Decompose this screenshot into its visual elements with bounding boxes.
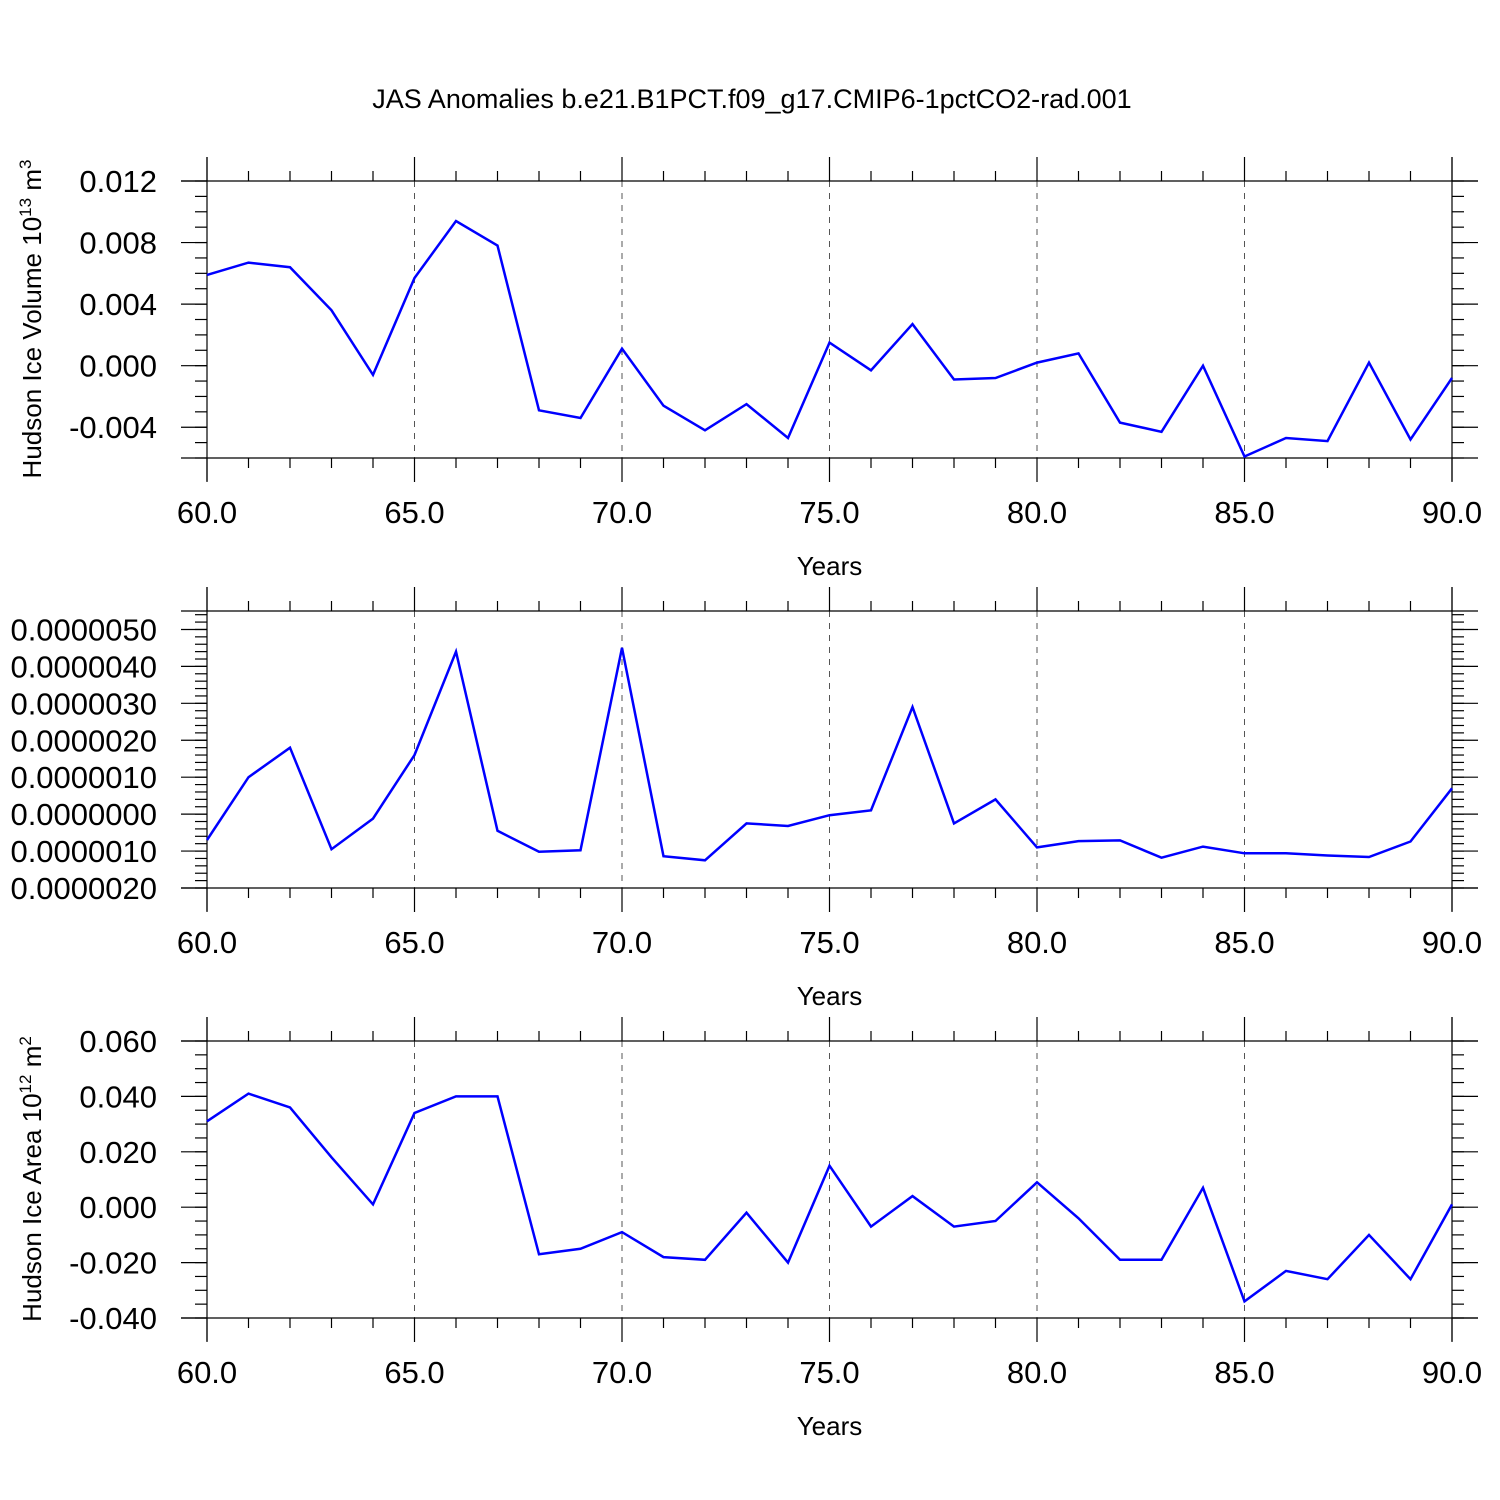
y-tick-label: -0.020 <box>69 1246 157 1281</box>
x-tick-label: 85.0 <box>1214 495 1274 530</box>
y-tick-label: 0.008 <box>79 226 157 261</box>
panel-1: 60.0 65.0 70.0 75.0 80.0 85.0 90.0 Years 0.012 0.… <box>16 157 1482 581</box>
panel-2: 60.0 65.0 70.0 75.0 80.0 85.0 90.0 Years 0.00000… <box>10 587 1482 1011</box>
y-tick-label: 0.0000030 <box>10 686 157 721</box>
y-tick-label: 0.012 <box>79 164 157 199</box>
y-tick-label: 0.004 <box>79 287 157 322</box>
x-tick-label: 65.0 <box>384 495 444 530</box>
y-tick-label: 0.040 <box>79 1079 157 1114</box>
x-tick-label: 60.0 <box>177 1355 237 1390</box>
y-tick-label: -0.040 <box>69 1301 157 1336</box>
x-tick-label: 80.0 <box>1007 495 1067 530</box>
x-tick-label: 90.0 <box>1422 925 1482 960</box>
x-tick-label: 70.0 <box>592 495 652 530</box>
x-tick-label: 75.0 <box>799 1355 859 1390</box>
x-axis-label: Years <box>797 551 863 581</box>
x-axis-label: Years <box>797 981 863 1011</box>
x-tick-label: 85.0 <box>1214 925 1274 960</box>
y-tick-label: 0.0000000 <box>10 797 157 832</box>
panel-3: 60.0 65.0 70.0 75.0 80.0 85.0 90.0 Years 0.060 0.… <box>16 1017 1482 1441</box>
y-tick-label: 0.0000020 <box>10 871 157 906</box>
x-tick-label: 75.0 <box>799 495 859 530</box>
x-tick-label: 80.0 <box>1007 1355 1067 1390</box>
x-tick-label: 90.0 <box>1422 495 1482 530</box>
y-axis-label: Hudson Ice Volume 1013 m3 <box>16 160 47 479</box>
y-tick-label: 0.000 <box>79 349 157 384</box>
x-tick-label: 90.0 <box>1422 1355 1482 1390</box>
x-tick-label: 65.0 <box>384 1355 444 1390</box>
x-tick-label: 60.0 <box>177 925 237 960</box>
series-line <box>205 647 1453 862</box>
panels: 60.0 65.0 70.0 75.0 80.0 85.0 90.0 Years 0.012 0.… <box>10 157 1482 1441</box>
x-axis-label: Years <box>797 1411 863 1441</box>
y-tick-label: 0.0000020 <box>10 723 157 758</box>
y-tick-label: 0.000 <box>79 1190 157 1225</box>
y-tick-label: -0.004 <box>69 410 157 445</box>
x-tick-label: 60.0 <box>177 495 237 530</box>
series-line <box>206 1092 1454 1304</box>
y-axis-label: Hudson Ice Area 1012 m2 <box>16 1036 47 1322</box>
y-tick-label: 0.0000040 <box>10 649 157 684</box>
y-tick-label: 0.0000050 <box>10 612 157 647</box>
chart-title: JAS Anomalies b.e21.B1PCT.f09_g17.CMIP6-… <box>372 84 1131 114</box>
x-tick-label: 65.0 <box>384 925 444 960</box>
y-tick-label: 0.0000010 <box>10 760 157 795</box>
x-tick-label: 70.0 <box>592 925 652 960</box>
x-tick-label: 85.0 <box>1214 1355 1274 1390</box>
y-tick-label: 0.060 <box>79 1024 157 1059</box>
x-tick-label: 75.0 <box>799 925 859 960</box>
x-tick-label: 80.0 <box>1007 925 1067 960</box>
series-line <box>206 219 1454 459</box>
x-tick-label: 70.0 <box>592 1355 652 1390</box>
y-tick-label: 0.0000010 <box>10 834 157 869</box>
y-tick-label: 0.020 <box>79 1135 157 1170</box>
